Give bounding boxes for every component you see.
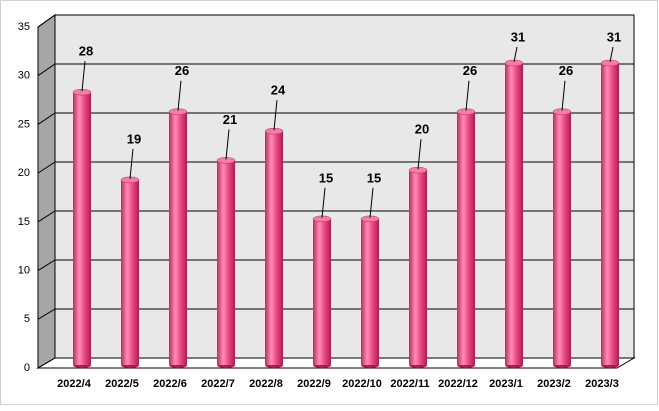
bar-body — [73, 92, 91, 365]
y-tick-label: 5 — [24, 313, 30, 325]
y-tick-label: 10 — [18, 264, 30, 276]
data-label: 26 — [463, 63, 477, 78]
bar — [552, 108, 572, 368]
bar — [72, 88, 92, 368]
y-tick-label: 30 — [18, 70, 30, 82]
bar — [216, 157, 236, 368]
data-label: 19 — [127, 131, 141, 146]
bar — [264, 127, 284, 368]
leader-line — [369, 187, 374, 218]
bar-body — [121, 179, 139, 365]
bar — [312, 215, 332, 368]
x-tick-label: 2022/4 — [57, 378, 92, 390]
data-label: 21 — [223, 112, 237, 127]
x-tick-label: 2022/10 — [342, 378, 382, 390]
y-tick-label: 35 — [18, 21, 30, 33]
bar — [504, 59, 524, 368]
x-tick-label: 2022/8 — [249, 378, 283, 390]
leader-line — [513, 46, 518, 63]
bar-body — [313, 218, 331, 365]
leader-line — [417, 139, 422, 170]
bar-body — [361, 218, 379, 365]
x-tick-label: 2023/3 — [585, 378, 619, 390]
data-label: 24 — [271, 83, 286, 98]
x-tick-label: 2022/5 — [105, 378, 139, 390]
bar — [456, 108, 476, 368]
leader-line — [561, 80, 566, 111]
leader-line — [81, 61, 86, 92]
x-tick-label: 2022/12 — [438, 378, 478, 390]
data-label: 28 — [79, 44, 93, 59]
data-label: 15 — [367, 170, 381, 185]
grid-line — [37, 63, 634, 77]
y-tick-label: 15 — [18, 216, 30, 228]
bar-body — [505, 62, 523, 365]
grid-line — [37, 161, 634, 174]
y-tick-label: 20 — [18, 167, 30, 179]
data-label: 20 — [415, 122, 429, 137]
leader-line — [273, 100, 278, 131]
x-tick-label: 2023/2 — [537, 378, 571, 390]
leader-line — [177, 80, 182, 111]
data-label: 31 — [511, 29, 525, 44]
x-tick-label: 2023/1 — [489, 378, 523, 390]
leader-line — [321, 187, 326, 218]
grid-line — [37, 308, 634, 320]
bar-body — [265, 131, 283, 365]
x-tick-label: 2022/6 — [153, 378, 187, 390]
x-tick-label: 2022/7 — [201, 378, 235, 390]
grid-line — [37, 259, 634, 271]
data-label: 26 — [559, 63, 573, 78]
leader-line — [609, 46, 614, 63]
data-label: 31 — [607, 29, 621, 44]
leader-line — [465, 80, 470, 111]
x-tick-label: 2022/9 — [297, 378, 331, 390]
bar-body — [409, 170, 427, 365]
x-tick-label: 2022/11 — [390, 378, 429, 390]
grid-line — [37, 210, 634, 223]
bar — [600, 59, 620, 368]
y-tick-label: 0 — [24, 362, 30, 374]
bar — [120, 176, 140, 368]
grid-line — [37, 14, 634, 28]
data-label: 15 — [319, 170, 333, 185]
bar-body — [553, 111, 571, 365]
back-wall — [54, 14, 635, 359]
bar-body — [169, 111, 187, 365]
bar-body — [601, 62, 619, 365]
leader-line — [129, 148, 134, 179]
bar-body — [457, 111, 475, 365]
bar — [408, 166, 428, 368]
grid-line — [37, 357, 634, 369]
leader-line — [225, 129, 230, 160]
side-wall — [37, 14, 56, 369]
y-tick-label: 25 — [18, 118, 30, 130]
bar-body — [217, 160, 235, 365]
grid-line — [37, 112, 634, 125]
bar — [168, 108, 188, 368]
data-label: 26 — [175, 63, 189, 78]
bar — [360, 215, 380, 368]
